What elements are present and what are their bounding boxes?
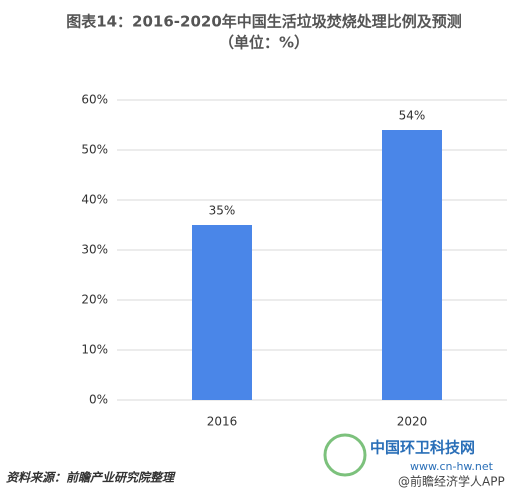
chart-subtitle: （单位：%）: [219, 34, 309, 52]
logo-name: 中国环卫科技网: [370, 439, 475, 457]
y-tick-label: 60%: [81, 93, 108, 107]
chart-title: 图表14：2016-2020年中国生活垃圾焚烧处理比例及预测: [66, 13, 462, 31]
y-tick-label: 50%: [81, 143, 108, 157]
x-tick-label: 2016: [207, 415, 238, 429]
value-label: 35%: [209, 204, 236, 218]
y-tick-label: 20%: [81, 293, 108, 307]
logo-icon: [323, 433, 367, 477]
y-tick-label: 40%: [81, 193, 108, 207]
logo-url: www.cn-hw.net: [410, 460, 494, 473]
x-tick-label: 2020: [397, 415, 428, 429]
value-label: 54%: [399, 109, 426, 123]
y-tick-label: 10%: [81, 343, 108, 357]
logo-app: @前瞻经济学人APP: [398, 474, 505, 489]
bar: [382, 130, 442, 400]
y-tick-label: 0%: [89, 393, 108, 407]
y-tick-label: 30%: [81, 243, 108, 257]
source: 资料来源：前瞻产业研究院整理: [6, 471, 176, 485]
bar: [192, 225, 252, 400]
